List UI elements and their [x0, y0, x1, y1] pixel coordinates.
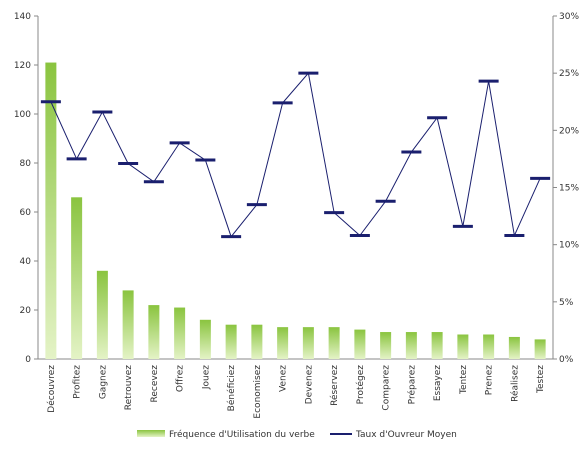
y-left-tick-label: 40 — [20, 257, 32, 267]
x-tick-label: Protégez — [355, 365, 366, 405]
x-tick-label: Prenez — [485, 365, 495, 396]
x-tick-label: Gagnez — [98, 365, 108, 399]
x-tick-label: Essayez — [433, 365, 443, 401]
bar-3 — [96, 270, 108, 359]
y-left-tick-label: 20 — [20, 306, 32, 316]
y-right-tick-label: 0% — [559, 355, 574, 365]
bar-1 — [45, 62, 57, 360]
x-tick-label: Préparez — [406, 365, 417, 405]
x-tick-label: Economisez — [253, 365, 263, 419]
bar-9 — [251, 324, 263, 359]
y-right-tick-label: 5% — [559, 298, 574, 308]
bar-12 — [328, 327, 340, 359]
bar-17 — [457, 334, 469, 359]
x-tick-label: Retrouvez — [124, 365, 134, 410]
bar-11 — [302, 327, 314, 359]
bar-10 — [277, 327, 289, 359]
x-tick-label: Testez — [536, 365, 546, 394]
x-tick-label: Devenez — [304, 365, 314, 405]
bar-14 — [380, 332, 392, 359]
bar-4 — [122, 290, 134, 359]
bar-8 — [225, 324, 237, 359]
bar-20 — [534, 339, 546, 359]
legend-line-label: Taux d'Ouvreur Moyen — [355, 430, 457, 440]
line-series-path — [50, 72, 541, 238]
bar-18 — [483, 334, 495, 359]
y-right-tick-label: 15% — [559, 184, 579, 194]
x-tick-label: Recevez — [150, 365, 160, 403]
y-left-tick-label: 0 — [25, 355, 31, 365]
y-right-tick-label: 30% — [559, 12, 579, 22]
x-tick-label: Profitez — [73, 365, 83, 399]
bar-5 — [148, 305, 160, 359]
y-right-tick-label: 10% — [559, 241, 579, 251]
bar-6 — [174, 307, 186, 359]
bar-13 — [354, 329, 366, 359]
y-left-tick-label: 80 — [20, 159, 32, 169]
bar-19 — [508, 336, 520, 359]
x-tick-label: Bénéficiez — [226, 365, 237, 412]
x-tick-label: Comparez — [382, 365, 392, 411]
y-left-tick-label: 100 — [14, 110, 31, 120]
bar-7 — [199, 319, 211, 359]
x-tick-label: Venez — [279, 365, 289, 392]
bar-15 — [405, 332, 417, 359]
x-tick-label: Réalisez — [509, 365, 520, 402]
y-right-tick-label: 25% — [559, 69, 579, 79]
x-tick-label: Jouez — [201, 365, 211, 390]
legend-bar-swatch — [137, 430, 165, 437]
x-tick-label: Réservez — [329, 365, 340, 406]
x-tick-label: Découvrez — [46, 365, 57, 413]
bar-2 — [71, 197, 83, 359]
x-tick-label: Offrez — [176, 365, 186, 392]
bar-16 — [431, 332, 443, 359]
y-left-tick-label: 140 — [14, 12, 31, 22]
y-left-tick-label: 60 — [20, 208, 32, 218]
legend-bar-label: Fréquence d'Utilisation du verbe — [169, 429, 315, 440]
x-tick-label: Tentez — [459, 365, 469, 395]
y-left-tick-label: 120 — [14, 61, 31, 71]
y-right-tick-label: 20% — [559, 126, 579, 136]
